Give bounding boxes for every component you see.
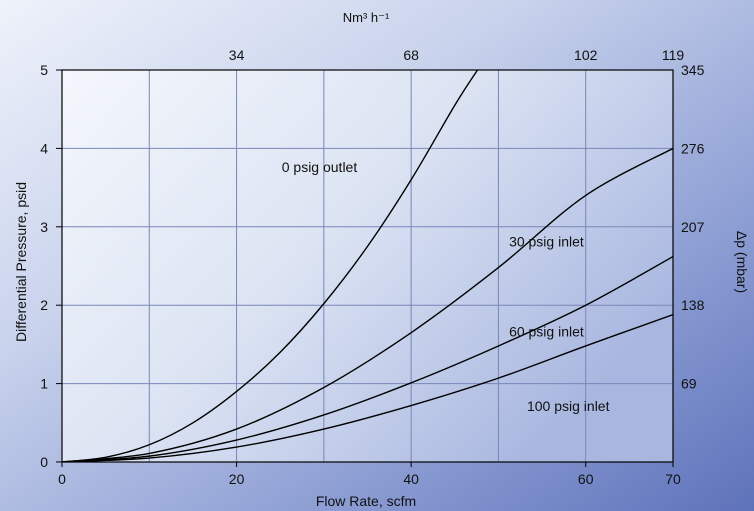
curve-label: 60 psig inlet [509, 324, 584, 340]
top-tick-label: 68 [403, 47, 419, 63]
y-tick-label: 5 [40, 62, 48, 78]
plot-frame [61, 69, 674, 463]
x-axis-title: Flow Rate, scfm [316, 493, 416, 509]
x-tick-label: 70 [665, 471, 681, 487]
top-tick-label: 119 [662, 47, 685, 63]
curve-0-psig-outlet [62, 70, 479, 462]
curve-label: 30 psig inlet [509, 233, 584, 249]
curves [62, 70, 673, 462]
curve-annotations: 0 psig outlet 30 psig inlet 60 psig inlet 1… [282, 159, 610, 414]
x-tick-label: 20 [229, 471, 245, 487]
curve-30-psig-inlet [62, 147, 673, 462]
y-axis-title: Differential Pressure, psid [13, 182, 29, 342]
curve-label: 0 psig outlet [282, 159, 358, 175]
curve-label: 100 psig inlet [527, 398, 610, 414]
x-tick-label: 40 [403, 471, 419, 487]
x-tick-label: 0 [58, 471, 66, 487]
y-tick-label: 0 [40, 454, 48, 470]
y-tick-label: 3 [40, 219, 48, 235]
right-axis-title: Δp (mbar) [734, 231, 750, 293]
right-tick-label: 69 [681, 376, 697, 392]
right-tick-label: 276 [681, 140, 705, 156]
right-tick-label: 207 [681, 219, 705, 235]
top-tick-label: 34 [229, 47, 245, 63]
plot-area [62, 70, 673, 462]
y-tick-label: 1 [40, 376, 48, 392]
top-tick-label: 102 [574, 47, 598, 63]
y-tick-label: 2 [40, 297, 48, 313]
right-tick-label: 345 [681, 62, 705, 78]
x-tick-label: 60 [578, 471, 594, 487]
curve-100-psig-inlet [62, 313, 673, 462]
curve-60-psig-inlet [62, 255, 673, 462]
right-tick-label: 138 [681, 297, 705, 313]
top-axis-title: Nm³ h⁻¹ [343, 10, 390, 25]
y-tick-label: 4 [40, 140, 48, 156]
